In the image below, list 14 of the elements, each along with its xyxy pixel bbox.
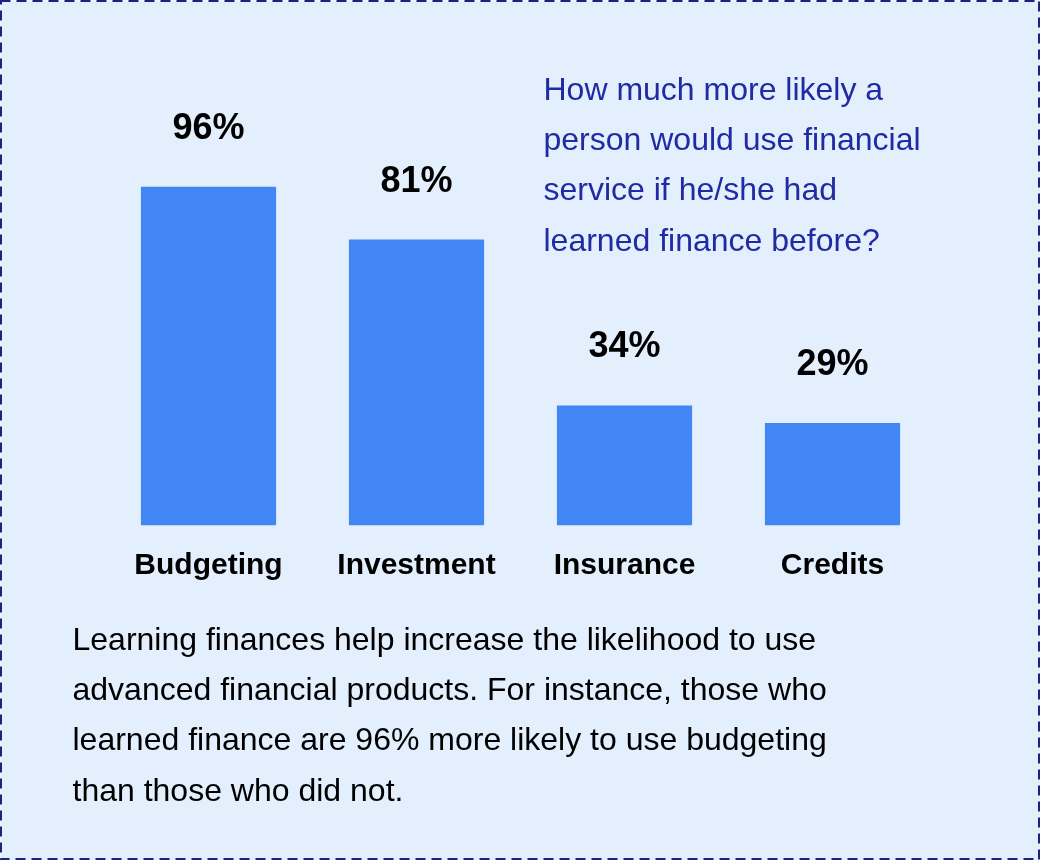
text: Learning finances help increase the likelihood to use advanced financial products. For instance, those who learned finance are 96% more likely to use budgeting than those who did not. <box>72 620 827 808</box>
x-tick-label: Budgeting <box>134 547 283 581</box>
chart-title: How much more likely a person would use financial service if he/she had learned finance before? <box>543 70 921 258</box>
data-label: 34% <box>588 324 661 366</box>
data-label: 96% <box>172 105 245 147</box>
bar <box>140 186 277 526</box>
bar <box>556 405 693 526</box>
data-label: 81% <box>380 158 453 200</box>
x-tick-label: Insurance <box>553 547 696 581</box>
x-tick-label: Investment <box>337 547 496 581</box>
bar <box>348 239 485 526</box>
x-tick-label: Credits <box>780 547 885 581</box>
bar <box>764 423 901 526</box>
data-label: 29% <box>796 342 869 384</box>
